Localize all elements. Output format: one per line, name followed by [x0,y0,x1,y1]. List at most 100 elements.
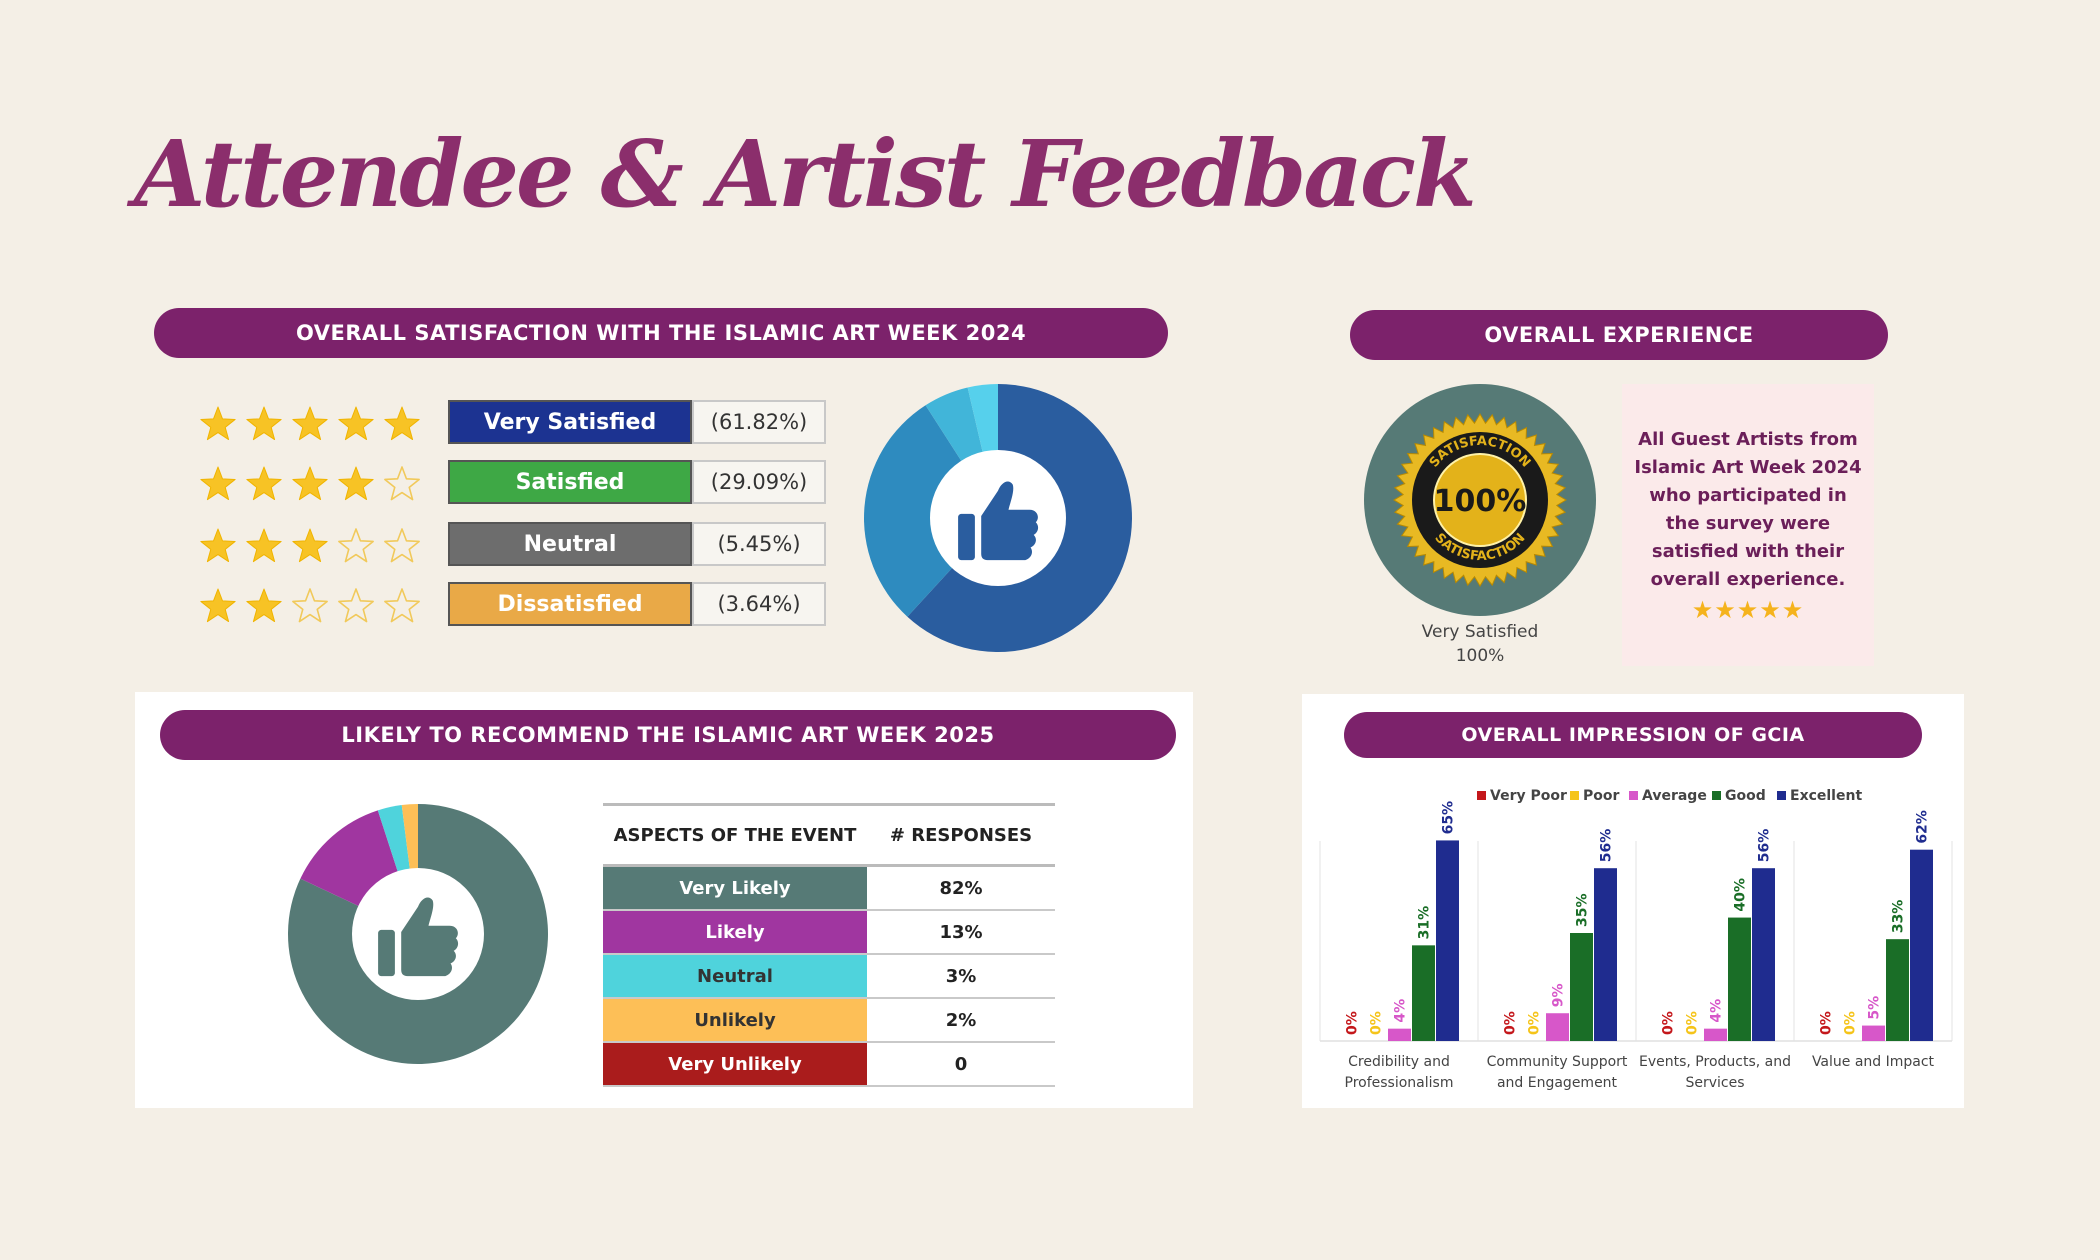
aspect-cell: Likely [603,910,867,955]
star-filled-icon [292,406,328,441]
star-filled-icon [200,528,236,563]
table-row: Unlikely 2% [603,998,1055,1043]
bar [1436,840,1459,1041]
bar-data-label: 5% [1867,996,1883,1020]
bar-data-label: 0% [1503,1011,1519,1035]
star-filled-icon [246,406,282,441]
legend-label: Average [1642,788,1707,804]
responses-cell: 0 [867,1042,1055,1087]
table-row: Very Likely 82% [603,865,1055,911]
rating-percentage: (61.82%) [692,400,826,444]
table-row: Neutral 3% [603,954,1055,999]
star-outline-icon [384,588,420,623]
star-outline-icon [292,588,328,623]
star-filled-icon [200,406,236,441]
seal-center-text: 100% [1434,484,1527,519]
legend-label: Excellent [1790,788,1862,804]
category-label: Events, Products, and [1639,1054,1791,1070]
note-line: All Guest Artists from [1638,429,1858,450]
bar-data-label: 0% [1661,1011,1677,1035]
category-label: Professionalism [1345,1075,1454,1091]
note-line: who participated in [1649,485,1847,506]
col-header-aspect: ASPECTS OF THE EVENT [603,803,867,867]
note-line: overall experience. [1650,569,1846,590]
rating-percentage: (29.09%) [692,460,826,504]
thumbs-up-icon [378,897,459,977]
category-label: Community Support [1487,1054,1628,1070]
star-filled-icon [338,406,374,441]
seal-center [1433,453,1527,547]
bar-data-label: 0% [1369,1011,1385,1035]
guest-artists-note: All Guest Artists from Islamic Art Week … [1622,384,1874,666]
bar-data-label: 40% [1733,878,1749,912]
responses-cell: 82% [867,865,1055,911]
bar-data-label: 31% [1417,906,1433,940]
gcia-header: OVERALL IMPRESSION OF GCIA [1344,712,1922,758]
table-row: Very Unlikely 0 [603,1042,1055,1087]
bar-data-label: 0% [1843,1011,1859,1035]
bar-data-label: 35% [1575,893,1591,927]
responses-cell: 2% [867,998,1055,1043]
bar-data-label: 0% [1685,1011,1701,1035]
bar-data-label: 0% [1819,1011,1835,1035]
bar [1862,1025,1885,1041]
satisfaction-donut-chart [864,384,1132,652]
bar-data-label: 56% [1757,829,1773,863]
star-filled-icon [246,528,282,563]
bar-data-label: 9% [1551,983,1567,1007]
bar-data-label: 33% [1891,900,1907,934]
star-filled-icon [384,406,420,441]
rating-percentage: (5.45%) [692,522,826,566]
recommend-header: LIKELY TO RECOMMEND THE ISLAMIC ART WEEK… [160,710,1176,760]
rating-label: Very Satisfied [448,400,692,444]
experience-caption-value: 100% [1455,646,1505,666]
rating-label: Neutral [448,522,692,566]
responses-cell: 3% [867,954,1055,999]
bar [1910,849,1933,1041]
bar [1388,1028,1411,1041]
legend-swatch [1777,791,1786,800]
aspect-cell: Very Likely [603,865,867,911]
star-outline-icon [384,466,420,501]
bar [1546,1013,1569,1041]
aspect-cell: Unlikely [603,998,867,1043]
star-filled-icon [200,588,236,623]
bar-data-label: 4% [1709,999,1725,1023]
experience-caption: Very Satisfied 100% [1400,620,1560,668]
rating-percentage: (3.64%) [692,582,826,626]
aspect-cell: Very Unlikely [603,1042,867,1087]
bar [1886,939,1909,1041]
rating-stars [198,464,422,504]
note-stars: ★★★★★ [1691,596,1805,624]
page-title: Attendee & Artist Feedback [134,120,1477,228]
bar [1728,917,1751,1041]
table-row: Likely 13% [603,910,1055,955]
gcia-bar-chart: Very Poor Poor Average Good Excellent 0% 0% 4% 3… [1319,788,1953,1091]
legend-swatch [1712,791,1721,800]
star-filled-icon [338,466,374,501]
rating-label: Satisfied [448,460,692,504]
note-line: Islamic Art Week 2024 [1634,457,1862,478]
legend-swatch [1570,791,1579,800]
category-label: Value and Impact [1812,1054,1935,1070]
star-filled-icon [246,588,282,623]
category-label: Credibility and [1348,1054,1450,1070]
bar [1570,933,1593,1041]
star-filled-icon [292,466,328,501]
bar-data-label: 56% [1599,829,1615,863]
responses-cell: 13% [867,910,1055,955]
recommend-table: ASPECTS OF THE EVENT # RESPONSES Very Li… [603,803,1055,1087]
legend-label: Poor [1583,788,1619,804]
thumbs-up-icon [958,481,1039,561]
bar-data-label: 0% [1345,1011,1361,1035]
legend-label: Very Poor [1490,788,1567,804]
star-outline-icon [338,528,374,563]
note-line: satisfied with their [1651,541,1845,562]
bar-data-label: 4% [1393,999,1409,1023]
bar-data-label: 0% [1527,1011,1543,1035]
satisfaction-seal: SATISFACTION SATISFACTION 100% [1364,384,1596,616]
aspect-cell: Neutral [603,954,867,999]
legend-swatch [1629,791,1638,800]
bar [1594,868,1617,1041]
star-filled-icon [200,466,236,501]
